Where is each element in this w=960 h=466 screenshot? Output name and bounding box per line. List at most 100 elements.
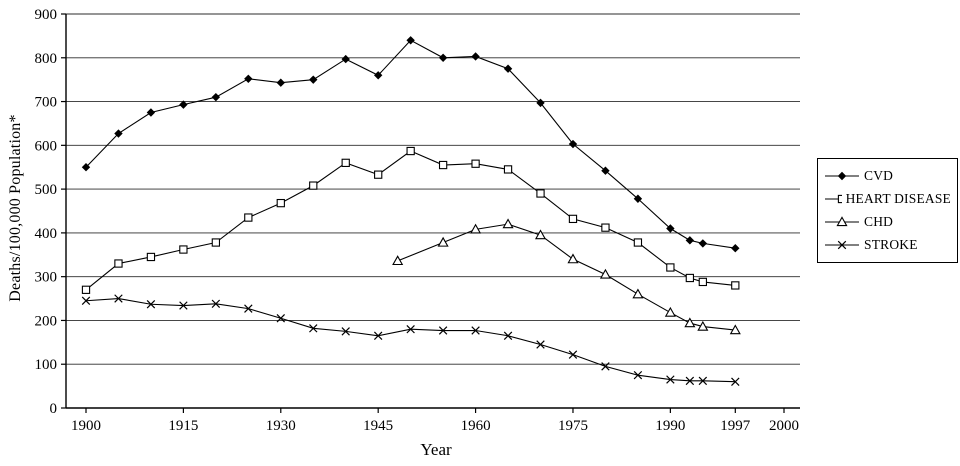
series-marker-cvd bbox=[373, 71, 383, 80]
series-marker-cvd bbox=[471, 52, 480, 61]
series-marker-heart-disease bbox=[685, 273, 695, 283]
legend-label-stroke: STROKE bbox=[864, 237, 918, 252]
series-marker-stroke bbox=[114, 294, 123, 303]
series-marker-chd bbox=[437, 236, 449, 247]
series-line-stroke bbox=[85, 298, 736, 383]
x-tick-label: 1900 bbox=[71, 418, 101, 434]
series-marker-chd bbox=[567, 253, 579, 264]
x-tick-label: 2000 bbox=[769, 418, 799, 434]
series-marker-stroke bbox=[471, 326, 480, 335]
series-marker-stroke bbox=[406, 324, 415, 334]
y-tick-label: 900 bbox=[35, 7, 58, 23]
legend-item-cvd: CVD bbox=[824, 168, 951, 184]
series-marker-chd bbox=[632, 288, 644, 299]
series-marker-stroke bbox=[309, 324, 318, 333]
series-marker-heart-disease bbox=[406, 146, 415, 156]
series-marker-cvd bbox=[211, 92, 221, 102]
series-marker-cvd bbox=[406, 36, 415, 45]
x-tick-label: 1975 bbox=[558, 418, 588, 434]
series-marker-stroke bbox=[601, 362, 610, 371]
y-tick-label: 0 bbox=[50, 401, 58, 417]
series-marker-heart-disease bbox=[114, 259, 123, 268]
series-marker-heart-disease bbox=[471, 159, 480, 168]
series-marker-cvd bbox=[633, 194, 643, 203]
series-marker-stroke bbox=[438, 326, 448, 335]
series-marker-heart-disease bbox=[666, 263, 675, 272]
legend-marker-glyph-stroke bbox=[837, 240, 847, 250]
y-axis-title: Deaths/100,000 Population* bbox=[7, 114, 24, 302]
series-marker-stroke bbox=[633, 370, 643, 380]
series-marker-stroke bbox=[341, 327, 350, 336]
y-tick-label: 600 bbox=[35, 138, 58, 154]
series-marker-stroke bbox=[211, 299, 221, 309]
series-marker-chd bbox=[684, 317, 696, 328]
series-marker-stroke bbox=[81, 296, 91, 305]
series-marker-cvd bbox=[601, 166, 610, 175]
series-line-cvd bbox=[85, 39, 736, 249]
legend-label-cvd: CVD bbox=[864, 168, 894, 183]
series-marker-cvd bbox=[503, 64, 513, 73]
series-marker-heart-disease bbox=[146, 252, 156, 262]
legend-marker-glyph-cvd bbox=[837, 171, 847, 181]
x-tick-label: 1915 bbox=[168, 418, 198, 434]
series-marker-stroke bbox=[685, 376, 695, 386]
series-marker-cvd bbox=[309, 75, 318, 84]
series-marker-heart-disease bbox=[276, 198, 285, 208]
series-marker-cvd bbox=[114, 129, 123, 138]
x-tick-label: 1945 bbox=[363, 418, 393, 434]
series-marker-chd bbox=[599, 268, 611, 279]
series-marker-heart-disease bbox=[81, 285, 91, 294]
series-line-heart-disease bbox=[85, 150, 736, 291]
series-marker-stroke bbox=[731, 377, 740, 386]
x-tick-label: 1960 bbox=[461, 418, 491, 434]
series-marker-heart-disease bbox=[341, 158, 350, 167]
y-tick-label: 800 bbox=[35, 51, 58, 67]
series-marker-cvd bbox=[81, 163, 91, 172]
series-marker-heart-disease bbox=[568, 214, 578, 224]
series-marker-cvd bbox=[276, 78, 285, 87]
series-marker-heart-disease bbox=[503, 165, 513, 174]
series-marker-chd bbox=[534, 229, 547, 240]
series-marker-cvd bbox=[568, 139, 578, 149]
x-tick-label: 1997 bbox=[720, 418, 751, 434]
series-marker-chd bbox=[664, 306, 676, 317]
series-marker-cvd bbox=[685, 236, 695, 245]
series-marker-cvd bbox=[146, 108, 156, 117]
series-marker-cvd bbox=[179, 100, 188, 109]
series-marker-heart-disease bbox=[244, 213, 253, 222]
series-marker-chd bbox=[392, 255, 404, 266]
x-tick-label: 1990 bbox=[655, 418, 685, 434]
y-tick-label: 400 bbox=[35, 226, 58, 242]
series-marker-heart-disease bbox=[633, 238, 643, 247]
legend-item-stroke: STROKE bbox=[824, 237, 951, 253]
y-tick-label: 700 bbox=[35, 95, 58, 111]
legend-marker-stroke-icon bbox=[825, 240, 859, 250]
legend-marker-heart-disease-icon bbox=[825, 194, 842, 204]
series-marker-chd bbox=[502, 218, 514, 229]
legend-label-heart-disease: HEART DISEASE bbox=[845, 191, 951, 206]
series-marker-cvd bbox=[438, 53, 448, 62]
series-marker-stroke bbox=[536, 340, 545, 349]
series-marker-heart-disease bbox=[179, 245, 188, 254]
series-marker-heart-disease bbox=[309, 181, 318, 190]
series-marker-cvd bbox=[731, 244, 740, 253]
legend: CVD HEART DISEASE CHD STROKE bbox=[817, 158, 958, 263]
legend-marker-chd-icon bbox=[825, 216, 859, 227]
series-marker-heart-disease bbox=[731, 281, 740, 290]
y-tick-label: 100 bbox=[35, 357, 58, 373]
series-marker-heart-disease bbox=[374, 170, 383, 179]
series-marker-chd bbox=[470, 223, 482, 234]
legend-marker-glyph-heart-disease bbox=[837, 194, 842, 204]
series-marker-chd bbox=[729, 324, 741, 335]
series-marker-stroke bbox=[146, 300, 156, 309]
legend-label-chd: CHD bbox=[864, 214, 894, 229]
series-marker-cvd bbox=[244, 74, 253, 83]
series-marker-heart-disease bbox=[536, 189, 545, 198]
y-tick-label: 300 bbox=[35, 270, 58, 286]
x-tick-label: 1930 bbox=[266, 418, 296, 434]
series-marker-heart-disease bbox=[211, 238, 221, 247]
series-marker-cvd bbox=[536, 98, 545, 108]
series-marker-stroke bbox=[503, 331, 513, 340]
legend-item-heart-disease: HEART DISEASE bbox=[824, 191, 951, 207]
